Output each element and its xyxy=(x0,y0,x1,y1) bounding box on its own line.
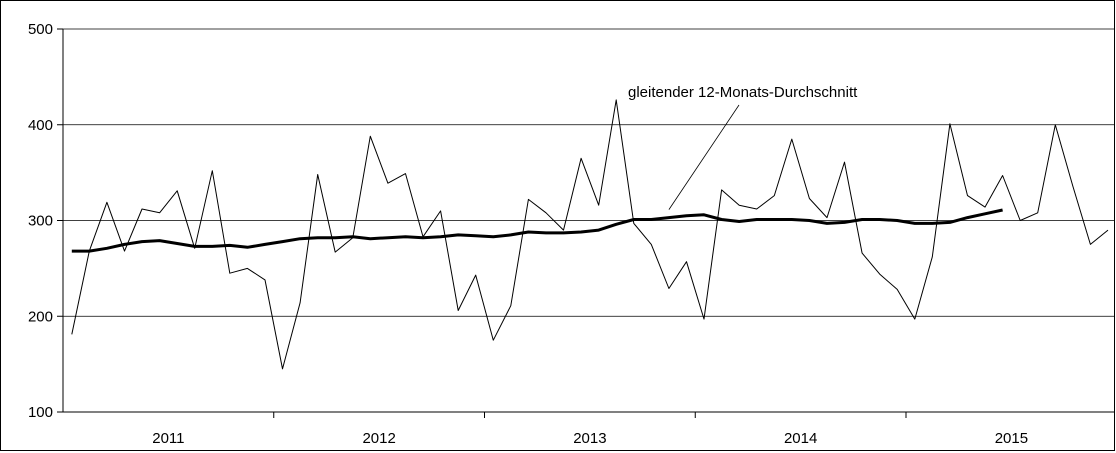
y-tick-label-400: 400 xyxy=(28,117,53,134)
axes xyxy=(57,28,1115,418)
x-tick-label-2011: 2011 xyxy=(152,430,184,447)
series-line-moving-average xyxy=(71,208,1003,253)
series-lines xyxy=(71,99,1109,370)
y-tick-label-200: 200 xyxy=(28,308,53,325)
x-tick-label-2013: 2013 xyxy=(573,430,606,447)
tick-labels: 100 200 300 400 500 2011 2012 2013 2014 2015 xyxy=(28,21,1028,447)
x-tick-label-2012: 2012 xyxy=(362,430,395,447)
gridlines xyxy=(63,28,1115,317)
annotation: gleitender 12-Monats-Durchschnitt xyxy=(628,84,858,210)
annotation-pointer-line xyxy=(668,104,740,210)
x-tick-label-2015: 2015 xyxy=(995,430,1028,447)
y-tick-label-300: 300 xyxy=(28,213,53,230)
series-line-monthly xyxy=(71,99,1109,370)
annotation-label: gleitender 12-Monats-Durchschnitt xyxy=(628,84,858,101)
x-tick-label-2014: 2014 xyxy=(784,430,817,447)
y-tick-label-500: 500 xyxy=(28,21,53,38)
y-tick-label-100: 100 xyxy=(28,404,53,421)
